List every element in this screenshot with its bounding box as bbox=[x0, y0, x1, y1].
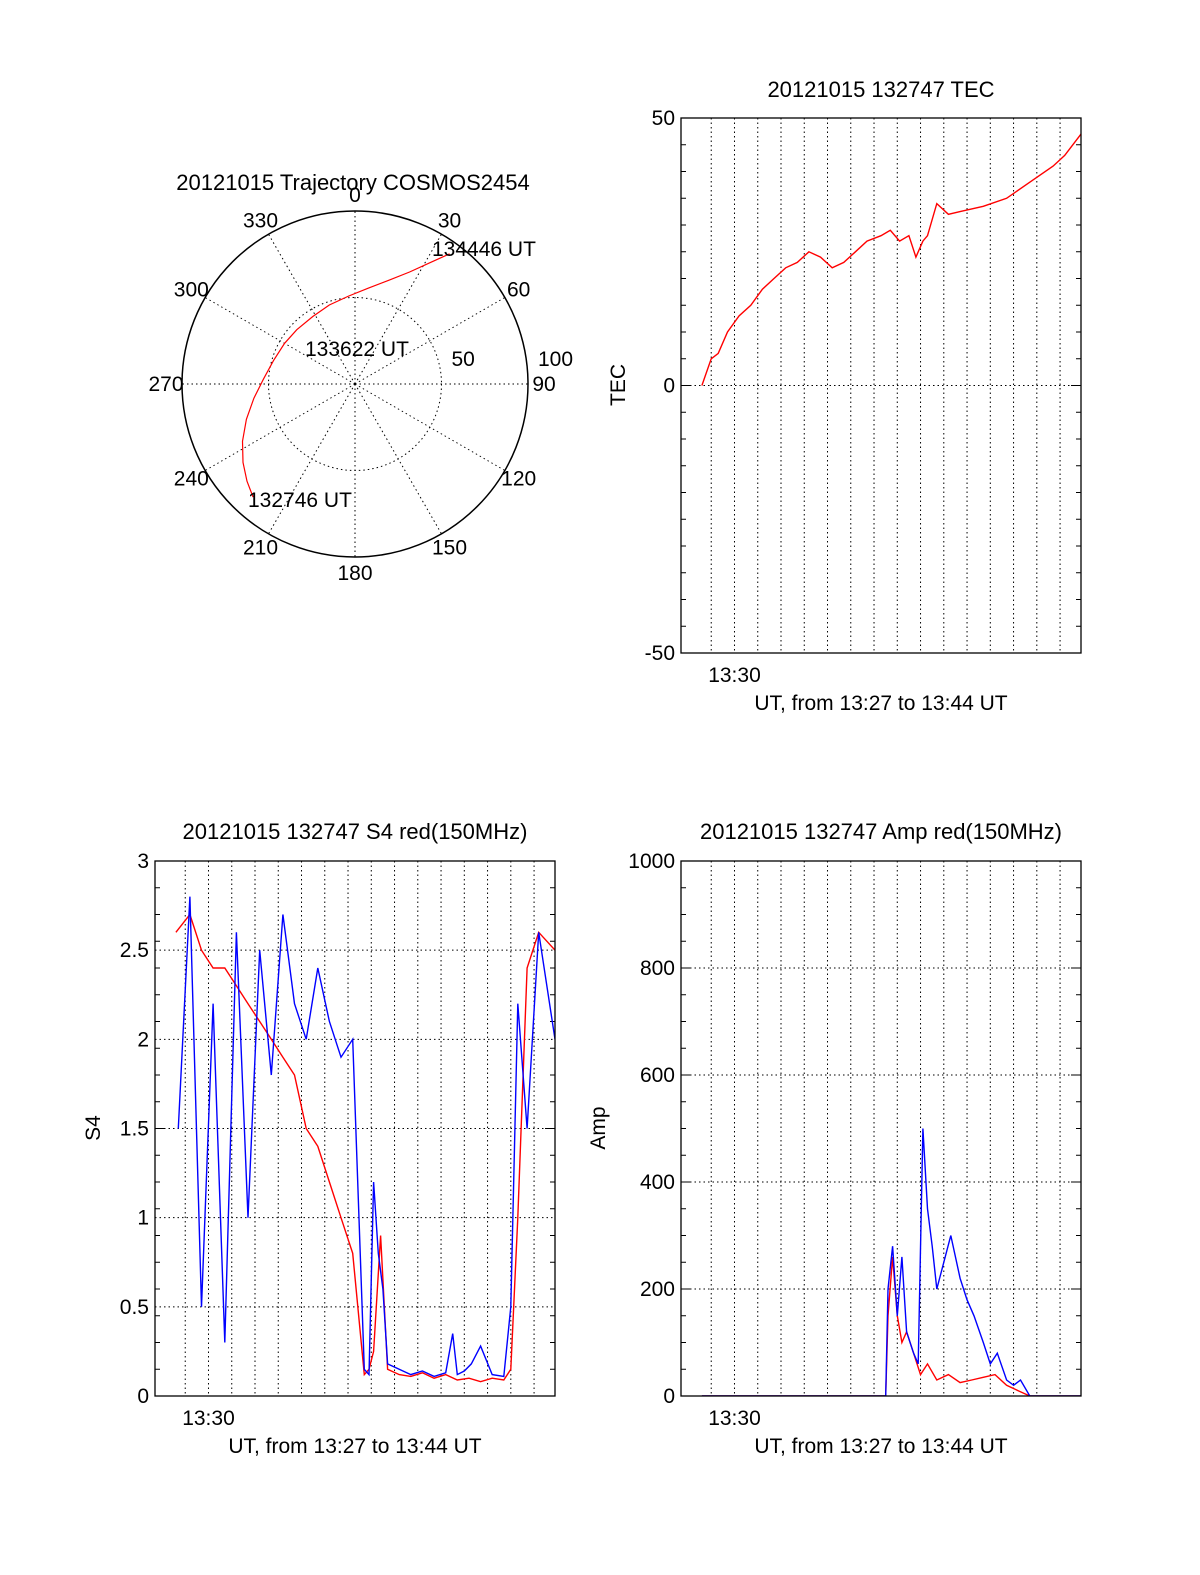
s4-y-ticks: 0 0.5 1 1.5 2 2.5 3 bbox=[120, 850, 555, 1408]
polar-azimuth-label: 0 bbox=[349, 184, 361, 207]
tec-ytick-label: 50 bbox=[652, 107, 675, 130]
tec-series bbox=[701, 133, 1081, 386]
tec-plot-frame bbox=[680, 117, 1082, 654]
tec-ytick-label: -50 bbox=[645, 642, 675, 665]
tec-panel: 20121015 132747 TEC 50 0 -50 13:30 UT, fro… bbox=[607, 77, 1082, 715]
s4-series-line-0 bbox=[175, 913, 555, 1383]
tec-x-axis-label: UT, from 13:27 to 13:44 UT bbox=[754, 692, 1007, 715]
polar-azimuth-label: 180 bbox=[337, 562, 372, 585]
trajectory-start-label: 132746 UT bbox=[248, 489, 352, 512]
amp-plot-frame bbox=[680, 860, 1082, 1397]
polar-spoke-300 bbox=[204, 297, 356, 385]
polar-radial-labels: 50 100 bbox=[452, 348, 574, 371]
s4-ytick-label: 1.5 bbox=[120, 1118, 149, 1141]
trajectory-title: 20121015 Trajectory COSMOS2454 bbox=[176, 170, 529, 195]
amp-ytick-label: 200 bbox=[640, 1278, 675, 1301]
amp-title: 20121015 132747 Amp red(150MHz) bbox=[700, 819, 1062, 844]
tec-series-line-0 bbox=[701, 133, 1081, 386]
amp-series-line-1 bbox=[701, 1128, 1081, 1396]
s4-ytick-label: 0 bbox=[137, 1385, 149, 1408]
s4-x-ticks: 13:30 bbox=[182, 1407, 235, 1430]
polar-azimuth-label: 60 bbox=[507, 279, 530, 302]
trajectory-line bbox=[241, 253, 450, 498]
s4-ytick-label: 2.5 bbox=[120, 939, 149, 962]
tec-ytick-label: 0 bbox=[663, 375, 675, 398]
amp-ytick-label: 0 bbox=[663, 1385, 675, 1408]
polar-spoke-240 bbox=[204, 383, 356, 471]
amp-ytick-label: 1000 bbox=[628, 850, 675, 873]
polar-azimuth-labels: 0 30 60 90 120 150 180 210 240 270 300 330 bbox=[148, 184, 555, 585]
s4-title: 20121015 132747 S4 red(150MHz) bbox=[183, 819, 528, 844]
polar-azimuth-label: 300 bbox=[174, 279, 209, 302]
s4-x-axis-label: UT, from 13:27 to 13:44 UT bbox=[228, 1435, 481, 1458]
polar-azimuth-label: 120 bbox=[501, 468, 536, 491]
polar-azimuth-label: 240 bbox=[174, 468, 209, 491]
tec-xtick-label: 13:30 bbox=[708, 664, 761, 687]
amp-series bbox=[701, 1128, 1081, 1396]
tec-y-axis-label: TEC bbox=[607, 364, 630, 406]
tec-y-ticks: 50 0 -50 bbox=[645, 107, 1081, 665]
s4-y-axis-label: S4 bbox=[82, 1115, 105, 1141]
trajectory-end-label: 134446 UT bbox=[432, 238, 536, 261]
amp-ytick-label: 800 bbox=[640, 957, 675, 980]
polar-spoke-60 bbox=[354, 297, 506, 385]
amp-y-ticks: 0 200 400 600 800 1000 bbox=[628, 850, 1081, 1408]
amp-xtick-label: 13:30 bbox=[708, 1407, 761, 1430]
polar-spoke-210 bbox=[268, 383, 356, 535]
polar-radial-label: 50 bbox=[452, 348, 475, 371]
amp-grid bbox=[681, 860, 1081, 1397]
s4-series bbox=[175, 896, 555, 1383]
amp-panel: 20121015 132747 Amp red(150MHz) 0 200 400 6… bbox=[587, 819, 1082, 1458]
trajectory-mid-label: 133622 UT bbox=[305, 338, 409, 361]
polar-series bbox=[241, 253, 450, 498]
polar-radial-label: 100 bbox=[538, 348, 573, 371]
amp-x-ticks: 13:30 bbox=[708, 1407, 761, 1430]
s4-xtick-label: 13:30 bbox=[182, 1407, 235, 1430]
s4-ytick-label: 0.5 bbox=[120, 1296, 149, 1319]
polar-azimuth-label: 90 bbox=[532, 373, 555, 396]
polar-grid bbox=[181, 210, 529, 558]
polar-azimuth-label: 30 bbox=[438, 209, 461, 232]
amp-ytick-label: 400 bbox=[640, 1171, 675, 1194]
amp-ytick-label: 600 bbox=[640, 1064, 675, 1087]
s4-series-line-1 bbox=[177, 896, 555, 1378]
polar-azimuth-label: 210 bbox=[243, 537, 278, 560]
s4-ytick-label: 1 bbox=[137, 1207, 149, 1230]
polar-azimuth-label: 330 bbox=[243, 209, 278, 232]
polar-azimuth-label: 270 bbox=[148, 373, 183, 396]
s4-plot-frame bbox=[154, 860, 556, 1397]
polar-spoke-330 bbox=[268, 233, 356, 385]
s4-panel: 20121015 132747 S4 red(150MHz) 0 0.5 1 1.5 2… bbox=[82, 819, 556, 1458]
amp-x-axis-label: UT, from 13:27 to 13:44 UT bbox=[754, 1435, 1007, 1458]
s4-ytick-label: 2 bbox=[137, 1028, 149, 1051]
polar-spoke-150 bbox=[354, 383, 442, 535]
tec-x-ticks: 13:30 bbox=[708, 664, 761, 687]
polar-spoke-120 bbox=[354, 383, 506, 471]
s4-ytick-label: 3 bbox=[137, 850, 149, 873]
tec-title: 20121015 132747 TEC bbox=[767, 77, 994, 102]
polar-azimuth-label: 150 bbox=[432, 537, 467, 560]
trajectory-panel: 20121015 Trajectory COSMOS2454 0 30 60 90 12… bbox=[148, 170, 573, 585]
polar-spoke-30 bbox=[354, 233, 442, 385]
amp-y-axis-label: Amp bbox=[587, 1106, 610, 1149]
polar-outer-ring bbox=[181, 210, 529, 558]
